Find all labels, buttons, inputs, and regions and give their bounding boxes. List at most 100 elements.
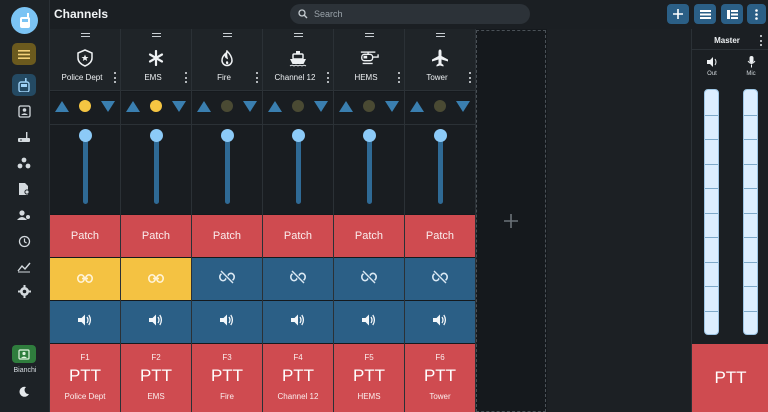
ptt-button[interactable]: F6 PTT Tower <box>405 344 475 412</box>
channel-menu-button[interactable] <box>255 72 259 83</box>
ptt-label: PTT <box>210 366 244 385</box>
ptt-button[interactable]: F5 PTT HEMS <box>334 344 404 412</box>
sidebar-item-groups[interactable] <box>12 152 36 174</box>
sidebar-item-radio[interactable] <box>12 74 36 96</box>
sidebar-item-files[interactable] <box>12 178 36 200</box>
volume-down-button[interactable] <box>101 101 115 112</box>
menu-button[interactable] <box>12 43 36 65</box>
grid-view-button[interactable] <box>694 4 716 24</box>
drag-handle-icon[interactable] <box>223 33 232 37</box>
volume-up-button[interactable] <box>55 101 69 112</box>
patch-button[interactable]: Patch <box>334 215 404 257</box>
drag-handle-icon[interactable] <box>365 33 374 37</box>
patch-button[interactable]: Patch <box>263 215 333 257</box>
hamburger-icon <box>18 49 30 59</box>
ptt-button[interactable]: F3 PTT Fire <box>192 344 262 412</box>
sidebar-item-router[interactable] <box>12 126 36 148</box>
channel-strip: Fire Patch F3 PTT Fire <box>192 29 263 412</box>
master-menu-button[interactable] <box>760 35 764 46</box>
ptt-button[interactable]: F2 PTT EMS <box>121 344 191 412</box>
function-key-label: F5 <box>364 353 374 362</box>
patch-button[interactable]: Patch <box>405 215 475 257</box>
add-channel-slot[interactable] <box>476 30 546 412</box>
divider <box>692 49 768 50</box>
ptt-channel-name: EMS <box>147 392 165 401</box>
volume-down-button[interactable] <box>385 101 399 112</box>
volume-slider-handle[interactable] <box>79 129 92 142</box>
more-options-button[interactable] <box>747 4 766 24</box>
channel-menu-button[interactable] <box>468 72 472 83</box>
volume-slider-handle[interactable] <box>150 129 163 142</box>
volume-up-button[interactable] <box>126 101 140 112</box>
search-input[interactable] <box>314 9 514 19</box>
monitor-button[interactable] <box>405 301 475 343</box>
link-toggle-button[interactable] <box>50 258 120 300</box>
patch-button[interactable]: Patch <box>50 215 120 257</box>
drag-handle-icon[interactable] <box>294 33 303 37</box>
volume-slider-handle[interactable] <box>434 129 447 142</box>
app-logo[interactable] <box>11 7 38 34</box>
monitor-button[interactable] <box>50 301 120 343</box>
volume-slider-track[interactable] <box>83 136 88 204</box>
channel-menu-button[interactable] <box>326 72 330 83</box>
link-toggle-button[interactable] <box>334 258 404 300</box>
master-strip: Master Out Mic PTT <box>691 29 768 412</box>
sidebar-item-history[interactable] <box>12 230 36 252</box>
user-badge-icon <box>18 348 30 360</box>
volume-slider-track[interactable] <box>438 136 443 204</box>
microphone-icon <box>744 56 758 68</box>
list-view-button[interactable] <box>721 4 743 24</box>
link-toggle-button[interactable] <box>263 258 333 300</box>
volume-down-button[interactable] <box>172 101 186 112</box>
patch-button[interactable]: Patch <box>192 215 262 257</box>
volume-slider-handle[interactable] <box>292 129 305 142</box>
sidebar-item-settings[interactable] <box>12 280 36 302</box>
user-avatar[interactable] <box>12 345 36 363</box>
volume-down-button[interactable] <box>243 101 257 112</box>
settings-icon <box>17 284 31 298</box>
sidebar-item-contacts[interactable] <box>12 100 36 122</box>
channel-strip: Police Dept Patch F1 PTT Police Dept <box>50 29 121 412</box>
volume-down-button[interactable] <box>314 101 328 112</box>
add-button[interactable] <box>667 4 689 24</box>
volume-up-button[interactable] <box>410 101 424 112</box>
channel-header: HEMS <box>334 29 404 91</box>
channel-strip-area: Police Dept Patch F1 PTT Police Dept EMS <box>50 29 476 412</box>
volume-down-button[interactable] <box>456 101 470 112</box>
mic-label: Mic <box>746 71 756 77</box>
activity-indicator <box>221 100 233 112</box>
master-ptt-button[interactable]: PTT <box>692 344 768 412</box>
volume-up-button[interactable] <box>197 101 211 112</box>
link-toggle-button[interactable] <box>121 258 191 300</box>
channel-menu-button[interactable] <box>184 72 188 83</box>
theme-toggle[interactable] <box>15 383 33 401</box>
search-box[interactable] <box>290 4 530 24</box>
monitor-button[interactable] <box>334 301 404 343</box>
monitor-button[interactable] <box>263 301 333 343</box>
sidebar-item-analytics[interactable] <box>12 256 36 278</box>
ptt-button[interactable]: F4 PTT Channel 12 <box>263 344 333 412</box>
ptt-label: PTT <box>68 366 102 385</box>
link-toggle-button[interactable] <box>405 258 475 300</box>
channel-menu-button[interactable] <box>397 72 401 83</box>
volume-slider-track[interactable] <box>296 136 301 204</box>
sidebar-item-users[interactable] <box>12 204 36 226</box>
volume-slider-handle[interactable] <box>363 129 376 142</box>
drag-handle-icon[interactable] <box>81 33 90 37</box>
volume-slider-track[interactable] <box>367 136 372 204</box>
drag-handle-icon[interactable] <box>436 33 445 37</box>
volume-slider-handle[interactable] <box>221 129 234 142</box>
channel-menu-button[interactable] <box>113 72 117 83</box>
volume-slider-track[interactable] <box>154 136 159 204</box>
channel-header: Police Dept <box>50 29 120 91</box>
link-toggle-button[interactable] <box>192 258 262 300</box>
ptt-button[interactable]: F1 PTT Police Dept <box>50 344 120 412</box>
monitor-button[interactable] <box>192 301 262 343</box>
volume-up-button[interactable] <box>339 101 353 112</box>
monitor-button[interactable] <box>121 301 191 343</box>
airplane-icon <box>430 48 450 68</box>
volume-up-button[interactable] <box>268 101 282 112</box>
patch-button[interactable]: Patch <box>121 215 191 257</box>
drag-handle-icon[interactable] <box>152 33 161 37</box>
volume-slider-track[interactable] <box>225 136 230 204</box>
